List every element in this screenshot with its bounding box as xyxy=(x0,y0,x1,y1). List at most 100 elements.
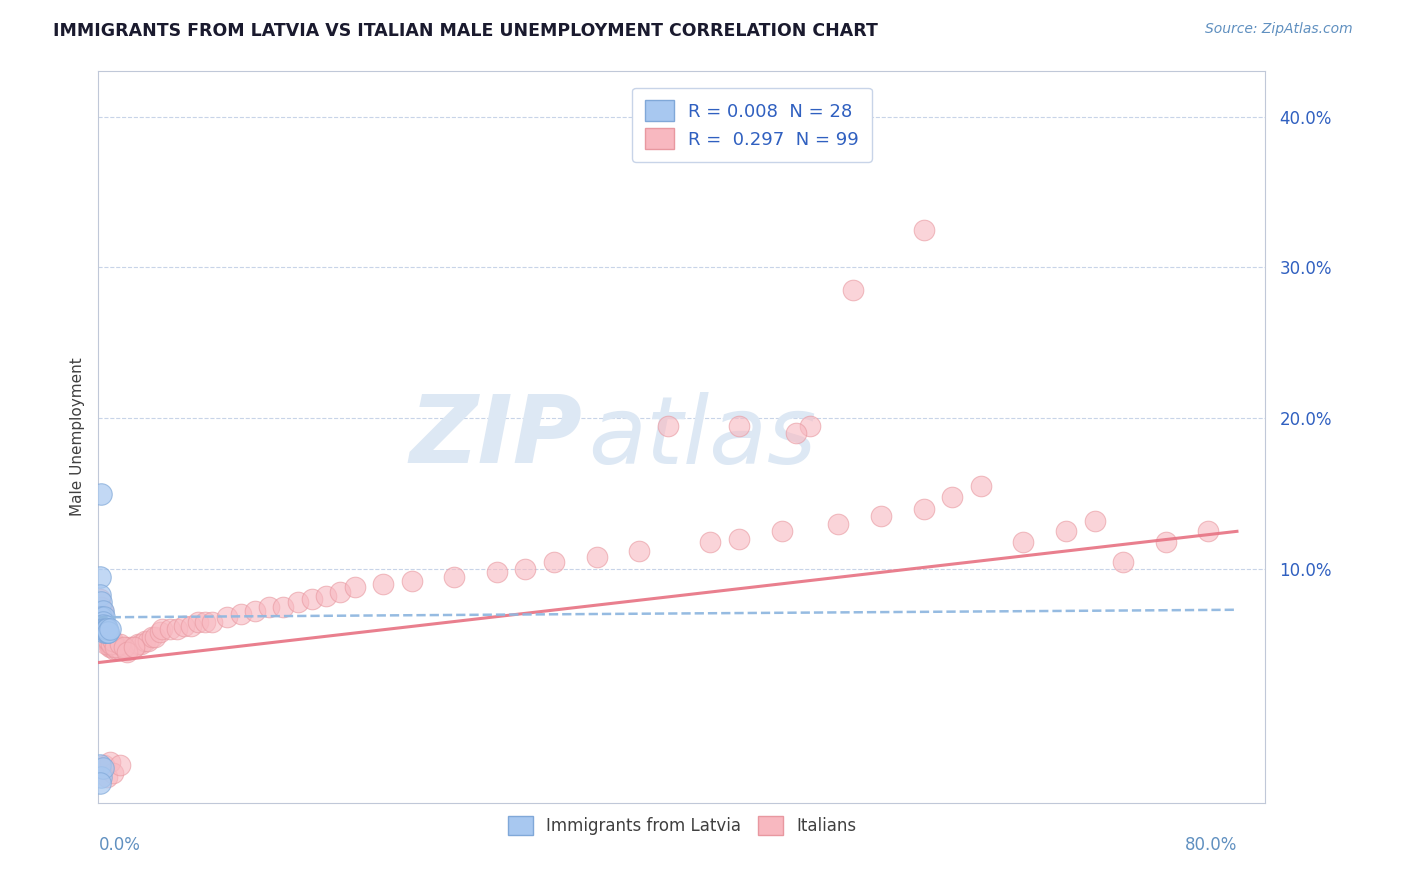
Point xyxy=(91,604,114,618)
Point xyxy=(110,643,132,657)
Point xyxy=(94,637,117,651)
Point xyxy=(143,630,166,644)
Point xyxy=(90,623,112,637)
Point xyxy=(1198,524,1220,539)
Point xyxy=(343,580,366,594)
Point xyxy=(159,623,181,637)
Point xyxy=(96,634,118,648)
Point xyxy=(112,640,135,655)
Point xyxy=(727,532,749,546)
Point xyxy=(96,770,118,784)
Point xyxy=(96,625,118,640)
Point xyxy=(970,479,993,493)
Point xyxy=(201,615,224,629)
Point xyxy=(96,625,118,640)
Point xyxy=(91,761,114,775)
Point xyxy=(727,418,749,433)
Point xyxy=(94,623,117,637)
Point xyxy=(91,623,114,637)
Point xyxy=(118,640,141,655)
Point xyxy=(101,640,124,655)
Text: ZIP: ZIP xyxy=(409,391,582,483)
Point xyxy=(93,758,115,772)
Y-axis label: Male Unemployment: Male Unemployment xyxy=(69,358,84,516)
Point xyxy=(90,761,112,775)
Point xyxy=(93,625,115,640)
Point xyxy=(90,486,112,500)
Point xyxy=(89,615,111,629)
Point xyxy=(215,610,238,624)
Point xyxy=(515,562,537,576)
Point xyxy=(628,544,651,558)
Point xyxy=(287,595,309,609)
Point xyxy=(94,625,117,640)
Point xyxy=(90,610,112,624)
Point xyxy=(273,599,295,614)
Point xyxy=(103,637,125,651)
Text: IMMIGRANTS FROM LATVIA VS ITALIAN MALE UNEMPLOYMENT CORRELATION CHART: IMMIGRANTS FROM LATVIA VS ITALIAN MALE U… xyxy=(53,22,879,40)
Point xyxy=(90,599,112,614)
Point xyxy=(91,615,114,629)
Point xyxy=(870,509,893,524)
Point xyxy=(585,549,607,564)
Point xyxy=(96,623,118,637)
Point xyxy=(166,623,188,637)
Point xyxy=(104,643,127,657)
Text: 80.0%: 80.0% xyxy=(1185,836,1237,854)
Point xyxy=(543,554,565,568)
Point xyxy=(94,623,117,637)
Point xyxy=(799,418,821,433)
Point xyxy=(941,490,963,504)
Point xyxy=(136,634,159,648)
Point xyxy=(89,569,111,583)
Point xyxy=(89,588,111,602)
Point xyxy=(827,516,849,531)
Point xyxy=(94,623,117,637)
Point xyxy=(91,617,114,632)
Point xyxy=(229,607,252,622)
Point xyxy=(243,604,266,618)
Point xyxy=(770,524,793,539)
Point xyxy=(122,640,145,655)
Point xyxy=(785,426,807,441)
Point xyxy=(912,223,935,237)
Point xyxy=(122,640,145,655)
Point xyxy=(105,640,128,655)
Point xyxy=(91,610,114,624)
Point xyxy=(93,610,115,624)
Point xyxy=(97,625,120,640)
Point xyxy=(91,623,114,637)
Point xyxy=(108,758,131,772)
Point xyxy=(101,634,124,648)
Point xyxy=(257,599,280,614)
Point xyxy=(841,283,863,297)
Point xyxy=(94,630,117,644)
Point xyxy=(108,637,131,651)
Point xyxy=(96,632,118,647)
Point xyxy=(101,765,124,780)
Point xyxy=(104,640,127,655)
Point xyxy=(98,755,121,769)
Point xyxy=(97,637,120,651)
Point xyxy=(89,776,111,790)
Point xyxy=(443,569,465,583)
Point xyxy=(129,637,152,651)
Point xyxy=(90,595,112,609)
Point xyxy=(91,604,114,618)
Point xyxy=(657,418,679,433)
Point xyxy=(97,634,120,648)
Point xyxy=(329,584,352,599)
Point xyxy=(152,623,174,637)
Point xyxy=(90,770,112,784)
Point xyxy=(180,619,202,633)
Point xyxy=(107,643,129,657)
Point xyxy=(97,632,120,647)
Point xyxy=(98,630,121,644)
Point xyxy=(89,758,111,772)
Point xyxy=(97,625,120,640)
Point xyxy=(187,615,209,629)
Point xyxy=(1012,535,1035,549)
Point xyxy=(115,645,138,659)
Point xyxy=(134,634,156,648)
Point xyxy=(301,592,323,607)
